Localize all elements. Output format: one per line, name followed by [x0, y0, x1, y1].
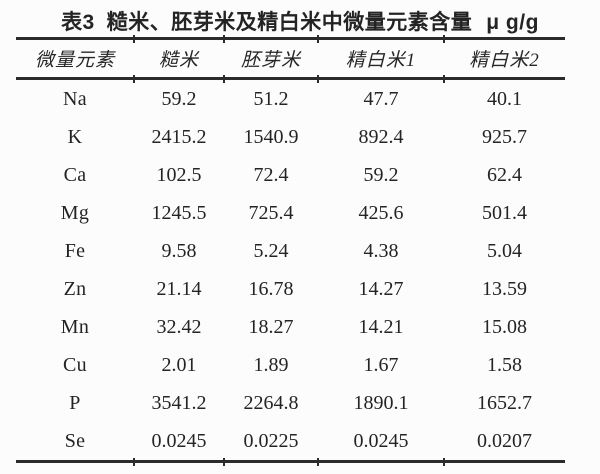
element-symbol-cell: K	[67, 125, 83, 148]
value-cell: 2415.2	[151, 125, 207, 148]
value-cell: 72.4	[253, 163, 289, 186]
value-cell: 501.4	[482, 201, 527, 224]
table-header-row: 微量元素 糙米 胚芽米 精白米1 精白米2	[16, 40, 565, 77]
value-cell: 1.58	[487, 353, 522, 376]
value-cell: 0.0245	[151, 429, 207, 452]
value-cell: 9.58	[161, 239, 197, 262]
column-boundary-tick	[443, 457, 445, 466]
value-cell: 5.04	[487, 239, 522, 262]
table-row: Na 59.2 51.2 47.7 40.1	[16, 80, 565, 118]
value-cell: 59.2	[161, 87, 197, 110]
value-cell: 51.2	[253, 87, 289, 110]
table-rule-header	[16, 74, 565, 83]
value-cell: 1540.9	[243, 125, 299, 148]
element-symbol-cell: Se	[64, 429, 86, 452]
value-cell: 725.4	[248, 201, 294, 224]
value-cell: 14.21	[358, 315, 404, 338]
table-rule-bottom	[16, 457, 565, 466]
element-symbol-cell: Mn	[60, 315, 90, 338]
trace-element-table: 微量元素 糙米 胚芽米 精白米1 精白米2 Na 59.2 51.2 47.7 40.1 K 241…	[16, 34, 565, 466]
value-cell: 32.42	[156, 315, 202, 338]
element-symbol-cell: Na	[63, 87, 87, 110]
table-caption: 表3 糙米、胚芽米及精白米中微量元素含量 μ g/g	[0, 6, 600, 36]
value-cell: 0.0245	[353, 429, 409, 452]
value-cell: 18.27	[248, 315, 294, 338]
column-header: 精白米1	[345, 50, 417, 71]
column-boundary-tick	[133, 457, 135, 466]
table-row: Ca 102.5 72.4 59.2 62.4	[16, 156, 565, 194]
value-cell: 2.01	[161, 353, 197, 376]
table-row: Fe 9.58 5.24 4.38 5.04	[16, 232, 565, 270]
table-caption-unit: μ g/g	[486, 11, 539, 34]
table-body: Na 59.2 51.2 47.7 40.1 K 2415.2 1540.9 892.4 925.…	[16, 80, 565, 460]
column-header: 精白米2	[469, 50, 540, 71]
column-boundary-tick	[317, 34, 319, 43]
column-boundary-tick	[133, 34, 135, 43]
value-cell: 16.78	[248, 277, 294, 300]
column-boundary-tick	[443, 74, 445, 83]
value-cell: 102.5	[156, 163, 202, 186]
value-cell: 0.0207	[477, 429, 532, 452]
table-rule-top	[16, 34, 565, 43]
column-boundary-tick	[317, 74, 319, 83]
table-caption-title: 糙米、胚芽米及精白米中微量元素含量	[106, 11, 473, 34]
value-cell: 1890.1	[353, 391, 409, 414]
element-symbol-cell: Mg	[60, 201, 90, 224]
element-symbol-cell: Cu	[63, 353, 87, 376]
element-symbol-cell: Ca	[63, 163, 87, 186]
value-cell: 892.4	[358, 125, 404, 148]
table-row: P 3541.2 2264.8 1890.1 1652.7	[16, 384, 565, 422]
column-boundary-tick	[223, 74, 225, 83]
column-boundary-tick	[443, 34, 445, 43]
value-cell: 14.27	[358, 277, 404, 300]
value-cell: 1.89	[253, 353, 289, 376]
value-cell: 3541.2	[151, 391, 207, 414]
table-row: Mn 32.42 18.27 14.21 15.08	[16, 308, 565, 346]
value-cell: 13.59	[482, 277, 527, 300]
value-cell: 1652.7	[477, 391, 532, 414]
table-row: Cu 2.01 1.89 1.67 1.58	[16, 346, 565, 384]
value-cell: 62.4	[487, 163, 522, 186]
value-cell: 1.67	[363, 353, 399, 376]
column-boundary-tick	[317, 457, 319, 466]
value-cell: 40.1	[487, 87, 522, 110]
value-cell: 425.6	[358, 201, 404, 224]
table-row: Zn 21.14 16.78 14.27 13.59	[16, 270, 565, 308]
table-row: Se 0.0245 0.0225 0.0245 0.0207	[16, 422, 565, 460]
value-cell: 4.38	[363, 239, 399, 262]
table-row: K 2415.2 1540.9 892.4 925.7	[16, 118, 565, 156]
value-cell: 5.24	[253, 239, 289, 262]
column-boundary-tick	[223, 34, 225, 43]
table-row: Mg 1245.5 725.4 425.6 501.4	[16, 194, 565, 232]
element-symbol-cell: Zn	[63, 277, 87, 300]
element-symbol-cell: P	[69, 391, 81, 414]
table-caption-number: 表3	[61, 11, 95, 34]
value-cell: 21.14	[156, 277, 202, 300]
column-boundary-tick	[133, 74, 135, 83]
value-cell: 925.7	[482, 125, 527, 148]
value-cell: 47.7	[363, 87, 399, 110]
column-header: 糙米	[158, 50, 199, 71]
value-cell: 1245.5	[151, 201, 207, 224]
element-symbol-cell: Fe	[64, 239, 86, 262]
column-header: 胚芽米	[240, 50, 301, 71]
value-cell: 15.08	[482, 315, 527, 338]
column-header: 微量元素	[34, 50, 115, 71]
value-cell: 2264.8	[243, 391, 299, 414]
column-boundary-tick	[223, 457, 225, 466]
value-cell: 0.0225	[243, 429, 299, 452]
value-cell: 59.2	[363, 163, 399, 186]
